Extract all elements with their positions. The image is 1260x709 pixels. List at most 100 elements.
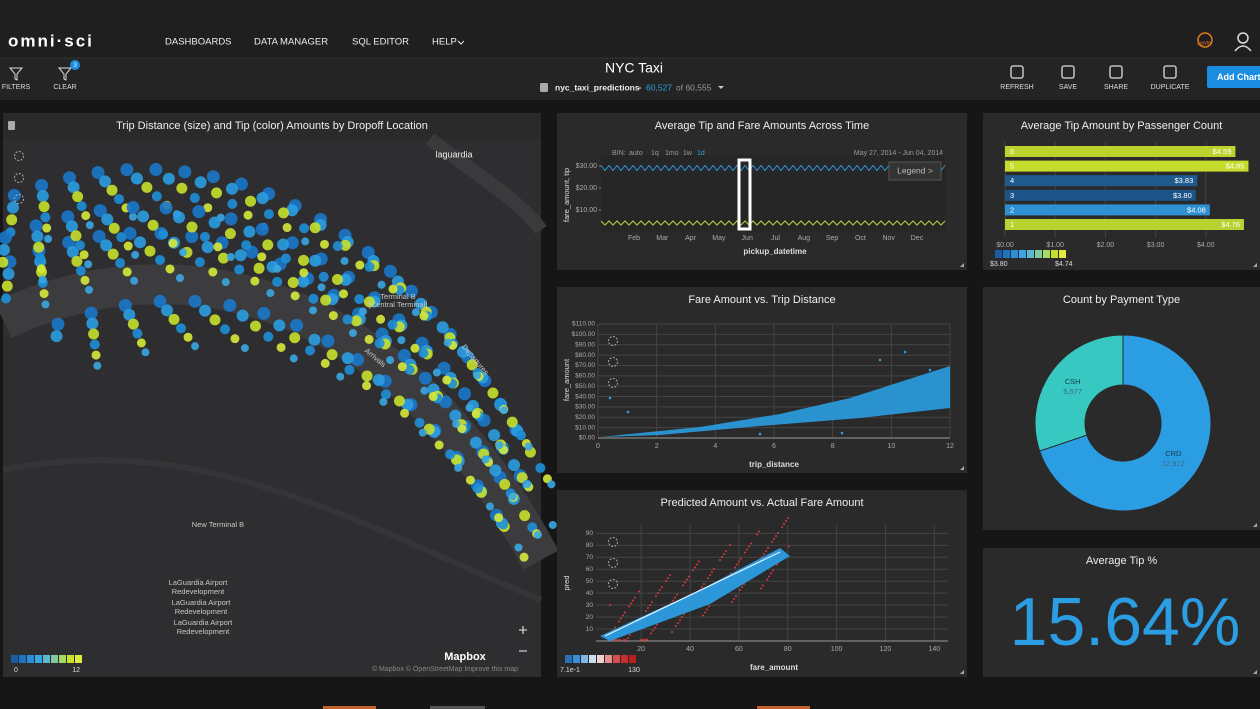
legend-label: 0 [14,667,18,674]
bin-option[interactable]: 1d [697,150,705,157]
toolbar-button[interactable]: SAVE [1059,84,1077,91]
point-texture [740,557,742,560]
dashboard-title: NYC Taxi [605,60,663,76]
add-chart-label[interactable]: Add Chart [1217,72,1260,82]
x-tick-label: 0 [596,443,600,450]
point-texture [652,629,654,632]
point-texture [701,586,703,588]
point-texture [709,574,711,576]
toolbar-button[interactable]: DUPLICATE [1151,84,1190,91]
zoom-controls[interactable] [519,626,527,652]
filter-badge [70,60,80,70]
chart-tool[interactable] [608,336,618,346]
bar[interactable] [1005,219,1244,230]
chart-tool[interactable] [608,579,618,589]
point-texture [706,608,708,611]
map-point-texture [0,245,533,525]
bar[interactable] [1005,189,1196,201]
toolbar-icon[interactable] [1109,65,1123,79]
point-texture [618,620,620,623]
bar[interactable] [1005,146,1236,157]
filter-icon[interactable] [8,67,24,81]
toolbar-label: FILTERS [2,84,31,91]
bar[interactable] [1005,204,1210,216]
map-label: Redevelopment [175,607,228,616]
point-texture [733,598,735,600]
bar[interactable] [1005,160,1249,172]
bin-option[interactable]: 1mo [665,150,679,157]
point-texture [744,551,746,554]
bin-option[interactable]: auto [629,150,643,157]
legend-label: $4.74 [1055,261,1073,268]
bar-value-label: $3.83 [1174,176,1193,185]
nav-item[interactable]: HELP [432,37,457,48]
bin-option[interactable]: 1q [651,150,659,157]
legend-label: 130 [628,667,640,674]
y-tick-label: $70.00 [575,362,595,369]
legend-button-label[interactable]: Legend > [897,165,933,175]
point-texture [634,596,636,599]
map-point-texture [7,238,555,526]
nav-item[interactable]: DATA MANAGER [254,37,328,48]
bar[interactable] [1005,175,1198,187]
chart-tool[interactable] [608,537,618,547]
chart-tool[interactable] [608,378,618,388]
point-texture [783,523,785,525]
toolbar-icon[interactable] [1163,65,1177,79]
legend-swatch [1003,250,1010,258]
y-tick-label: $10.00 [575,424,595,431]
map-tool[interactable] [14,151,24,161]
date-range: May 27, 2014 - Jun 04, 2014 [854,150,943,157]
donut-slice[interactable] [1034,334,1124,452]
point-texture [646,638,648,641]
x-tick-label: 4 [713,443,717,450]
point-texture [644,639,646,641]
bin-option[interactable]: 1w [683,150,693,157]
brush[interactable] [737,158,752,231]
legend-swatch [1043,250,1050,258]
map-tool[interactable] [14,173,24,183]
legend-swatch [1011,250,1018,258]
y-tick-label: $30.00 [576,163,598,170]
point-texture [734,566,736,569]
chart-tool[interactable] [608,357,618,367]
x-tick-label: $2.00 [1097,242,1115,249]
x-tick-label: Aug [798,235,811,242]
y-axis-label: pred [562,575,571,590]
panel-title: Predicted Amount vs. Actual Fare Amount [661,497,864,509]
user-head[interactable] [1237,32,1249,44]
point-texture [651,601,653,603]
bottom-tab [757,706,810,709]
map-brand: Mapbox [444,651,486,663]
point-texture [768,575,770,578]
x-tick-label: Apr [685,235,697,242]
donut-slice[interactable] [1038,334,1212,512]
nav-item[interactable]: DASHBOARDS [165,37,232,48]
toolbar-icon[interactable] [1010,65,1024,79]
point-texture [702,614,704,617]
point-texture [682,584,684,587]
add-chart-button[interactable] [1207,66,1260,88]
point-texture [746,548,748,551]
legend-button[interactable] [888,161,942,181]
point-texture [688,575,690,578]
point-texture [677,622,679,624]
legend-label: 7.1e-1 [560,667,580,674]
bottom-tab [323,706,376,709]
y-tick-label: $10.00 [576,207,598,214]
x-tick-label: 140 [928,646,940,653]
x-tick-label: $3.00 [1147,242,1165,249]
point-texture [624,611,626,614]
map-tool[interactable] [14,194,24,204]
toolbar-icon[interactable] [1061,65,1075,79]
chart-tool[interactable] [608,558,618,568]
toolbar-button[interactable]: SHARE [1104,84,1128,91]
jupyter-icon[interactable] [1197,32,1213,48]
y-tick-label: $60.00 [575,373,595,380]
point-texture [735,595,737,597]
y-tick-label: 20 [586,614,594,621]
nav-item[interactable]: SQL EDITOR [352,37,409,48]
point-texture [729,544,731,546]
toolbar-button[interactable]: REFRESH [1000,84,1033,91]
